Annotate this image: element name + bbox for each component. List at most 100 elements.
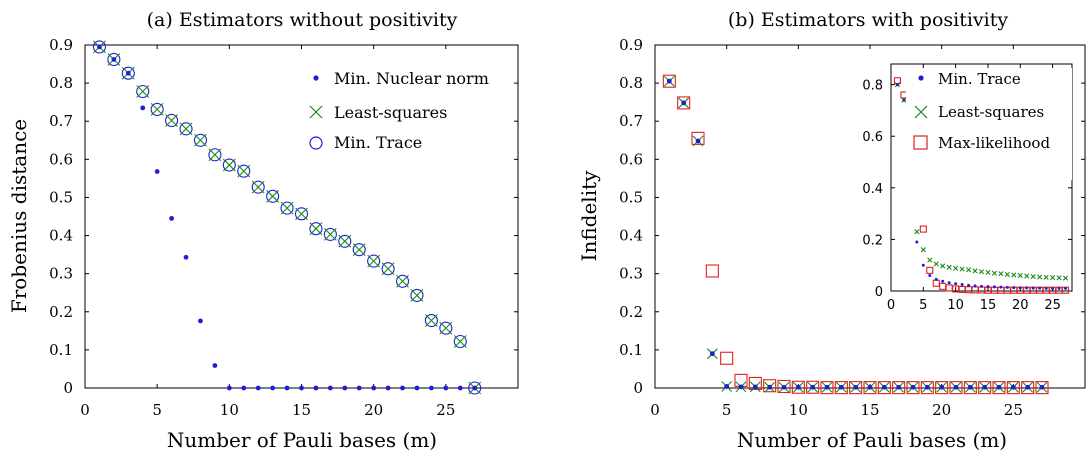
- scatter-point-dot: [724, 384, 730, 389]
- scatter-point-x: [323, 228, 337, 241]
- x-tick-label: 15: [980, 298, 997, 313]
- scatter-point-x: [959, 266, 965, 272]
- scatter-point-dot: [853, 384, 859, 390]
- scatter-point-x: [425, 314, 438, 327]
- scatter-point-x: [972, 268, 978, 274]
- scatter-point-x: [1024, 273, 1030, 279]
- scatter-point-dot: [140, 105, 146, 111]
- y-tick-label: 0.3: [619, 265, 643, 283]
- scatter-point-x: [933, 261, 939, 267]
- scatter-point-square: [863, 381, 877, 395]
- scatter-point-dot: [960, 283, 964, 287]
- panel-a-legend: Min. Nuclear norm Least-squares Min. Tra…: [309, 69, 489, 152]
- scatter-point-x: [998, 271, 1004, 277]
- x-tick-label: 20: [932, 401, 951, 419]
- inset-legend-x-marker: [914, 105, 928, 119]
- y-tick-label: 0.8: [49, 74, 73, 92]
- scatter-point-square: [705, 264, 719, 278]
- scatter-point-x: [251, 180, 265, 194]
- y-tick-label: 0.2: [49, 303, 73, 321]
- inset-legend-square-marker: [913, 135, 928, 150]
- x-tick-label: 15: [860, 401, 879, 419]
- scatter-point-square: [892, 381, 906, 395]
- y-tick-label: 0.4: [619, 227, 643, 245]
- scatter-point-square: [877, 381, 891, 395]
- y-tick-label: 0: [875, 285, 883, 300]
- scatter-point-dot: [895, 83, 899, 87]
- scatter-point-x: [940, 263, 946, 269]
- scatter-point-dot: [996, 384, 1002, 390]
- x-tick-label: 20: [364, 401, 383, 419]
- scatter-point-circle: [193, 133, 208, 147]
- inset-legend-dot-marker: [918, 75, 924, 81]
- inset-legend-label-max-likelihood: Max-likelihood: [938, 134, 1050, 152]
- panel-a-title: (a) Estimators without positivity: [147, 9, 458, 31]
- scatter-point-dot: [738, 384, 744, 390]
- scatter-point-x: [136, 85, 150, 98]
- inset-legend-label-least-squares: Least-squares: [938, 103, 1044, 121]
- scatter-point-dot: [781, 384, 787, 390]
- scatter-point-dot: [910, 384, 916, 390]
- scatter-point-dot: [472, 385, 478, 391]
- scatter-point-x: [179, 122, 193, 136]
- scatter-point-circle: [136, 84, 150, 99]
- scatter-point-circle: [222, 158, 236, 172]
- scatter-point-x: [266, 189, 280, 203]
- scatter-point-circle: [424, 313, 438, 328]
- scatter-point-circle: [468, 381, 482, 395]
- panel-a: (a) Estimators without positivity Number…: [7, 9, 519, 452]
- scatter-point-x: [237, 164, 251, 178]
- legend-label-min-nuclear-norm: Min. Nuclear norm: [334, 69, 489, 88]
- scatter-point-x: [150, 103, 164, 116]
- scatter-point-square: [963, 381, 977, 395]
- x-tick-label: 5: [919, 298, 927, 313]
- legend-dot-marker: [313, 75, 319, 81]
- scatter-point-dot: [1038, 286, 1042, 290]
- x-tick-label: 5: [722, 401, 732, 419]
- scatter-point-x: [1017, 272, 1023, 279]
- y-tick-label: 0.9: [619, 36, 643, 54]
- scatter-point-x: [991, 270, 998, 276]
- scatter-point-square: [849, 381, 863, 395]
- y-tick-label: 0.4: [862, 182, 883, 197]
- scatter-point-dot: [941, 279, 945, 283]
- scatter-point-dot: [429, 385, 434, 391]
- scatter-point-dot: [111, 57, 117, 62]
- scatter-point-circle: [251, 180, 265, 194]
- scatter-point-x: [194, 133, 207, 147]
- scatter-point-circle: [410, 288, 424, 302]
- inset-legend: Min. Trace Least-squares Max-likelihood: [906, 68, 1072, 180]
- scatter-point-square: [820, 381, 834, 395]
- scatter-point-dot: [928, 274, 932, 278]
- scatter-point-dot: [915, 240, 919, 244]
- scatter-point-dot: [954, 282, 958, 286]
- scatter-point-dot: [385, 385, 391, 391]
- scatter-point-square: [806, 380, 820, 394]
- panel-a-x-axis-label: Number of Pauli bases (m): [167, 428, 437, 452]
- scatter-point-square: [763, 379, 777, 393]
- y-tick-label: 0.8: [619, 74, 643, 92]
- scatter-point-square: [777, 379, 791, 394]
- scatter-point-dot: [824, 384, 830, 390]
- scatter-point-dot: [1012, 286, 1016, 290]
- scatter-point-x: [1050, 274, 1056, 281]
- scatter-point-x: [367, 254, 381, 268]
- scatter-point-x: [1004, 271, 1010, 278]
- scatter-point-circle: [179, 122, 193, 136]
- scatter-point-square: [919, 225, 927, 233]
- scatter-point-circle: [121, 66, 135, 80]
- scatter-point-dot: [1025, 286, 1029, 290]
- panel-b-marks: [662, 74, 1049, 395]
- scatter-point-circle: [338, 234, 352, 248]
- scatter-point-x: [965, 267, 972, 273]
- scatter-point-dot: [1025, 384, 1031, 390]
- scatter-point-dot: [299, 385, 304, 391]
- scatter-point-x: [410, 289, 424, 302]
- y-tick-label: 0.8: [862, 79, 883, 94]
- scatter-point-dot: [967, 283, 971, 287]
- scatter-point-circle: [439, 321, 453, 335]
- panel-b-y-axis-label: Infidelity: [577, 170, 601, 262]
- scatter-point-dot: [457, 385, 463, 391]
- scatter-point-dot: [154, 169, 160, 174]
- legend-label-least-squares: Least-squares: [334, 103, 447, 122]
